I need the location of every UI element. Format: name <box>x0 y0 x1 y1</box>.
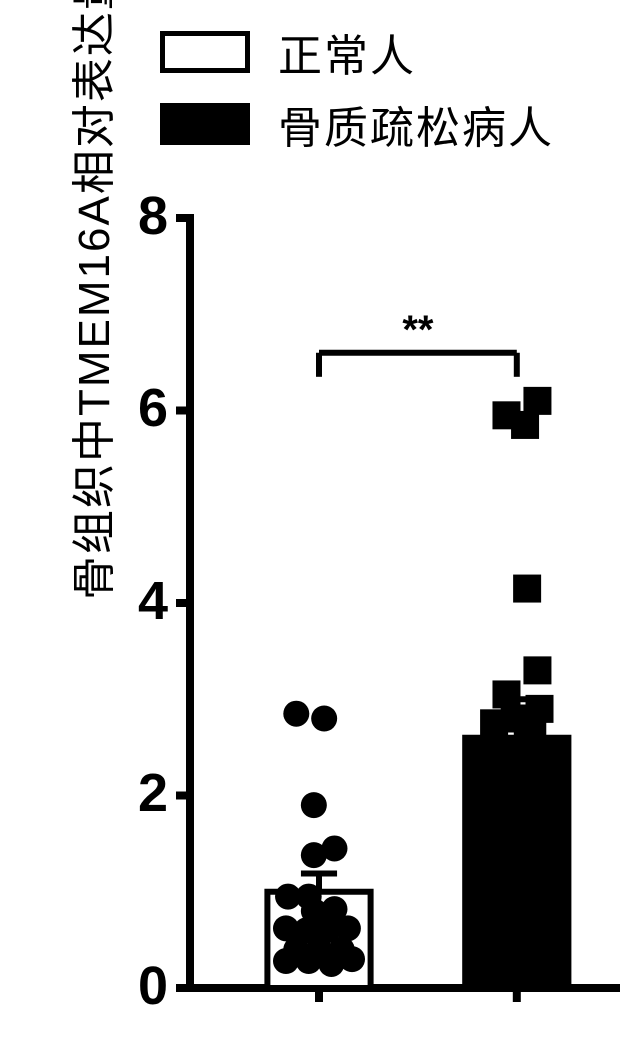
bar-osteoporosis <box>465 738 568 988</box>
legend-label-osteoporosis: 骨质疏松病人 <box>278 92 554 156</box>
data-point <box>301 842 327 868</box>
data-point <box>283 701 309 727</box>
y-tick-label: 2 <box>108 762 168 824</box>
data-point <box>480 709 508 737</box>
legend-swatch-osteoporosis <box>160 103 250 145</box>
data-point <box>511 411 539 439</box>
data-point <box>492 680 520 708</box>
legend: 正常人 骨质疏松病人 <box>160 20 554 164</box>
y-tick-label: 6 <box>108 377 168 439</box>
data-point <box>311 706 337 732</box>
data-point <box>273 948 299 974</box>
data-point <box>523 387 551 415</box>
data-point <box>518 716 546 744</box>
legend-item-normal: 正常人 <box>160 20 554 84</box>
significance-stars: ** <box>402 308 434 352</box>
legend-label-normal: 正常人 <box>278 20 416 84</box>
data-point <box>339 946 365 972</box>
chart-svg: ** <box>110 198 630 1018</box>
data-point <box>523 656 551 684</box>
data-point <box>513 575 541 603</box>
data-point <box>301 792 327 818</box>
y-tick-label: 4 <box>108 570 168 632</box>
y-tick-label: 0 <box>108 955 168 1017</box>
legend-swatch-normal <box>160 31 250 73</box>
y-tick-label: 8 <box>108 185 168 247</box>
chart-area: ** <box>110 198 630 1018</box>
legend-item-osteoporosis: 骨质疏松病人 <box>160 92 554 156</box>
data-point <box>296 948 322 974</box>
